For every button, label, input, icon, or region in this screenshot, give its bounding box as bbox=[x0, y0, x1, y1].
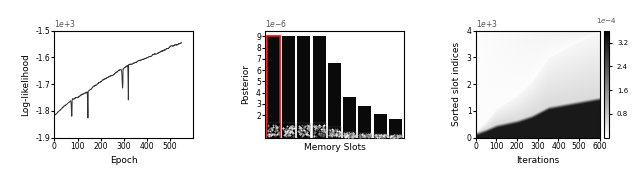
Bar bbox=[267, 123, 280, 138]
Bar bbox=[313, 123, 326, 138]
Text: $1e{+}3$: $1e{+}3$ bbox=[476, 18, 498, 29]
X-axis label: Memory Slots: Memory Slots bbox=[303, 143, 365, 152]
X-axis label: Iterations: Iterations bbox=[516, 156, 559, 165]
Bar bbox=[282, 123, 295, 138]
Text: $1e{-}4$: $1e{-}4$ bbox=[596, 16, 617, 25]
Bar bbox=[343, 97, 356, 138]
Bar bbox=[267, 36, 280, 138]
Bar bbox=[328, 127, 341, 138]
Bar bbox=[358, 106, 371, 138]
Bar bbox=[282, 36, 295, 138]
Y-axis label: Log-likelihood: Log-likelihood bbox=[21, 53, 30, 116]
Bar bbox=[313, 36, 326, 138]
Bar bbox=[328, 63, 341, 138]
Bar bbox=[298, 36, 310, 138]
Bar bbox=[267, 36, 280, 138]
Bar bbox=[389, 119, 402, 138]
Bar bbox=[358, 133, 371, 138]
Y-axis label: Posterior: Posterior bbox=[241, 64, 250, 104]
Text: $1e{+}3$: $1e{+}3$ bbox=[54, 18, 77, 29]
Bar bbox=[298, 123, 310, 138]
Bar bbox=[374, 114, 387, 138]
Bar bbox=[343, 132, 356, 138]
X-axis label: Epoch: Epoch bbox=[110, 156, 138, 165]
Bar bbox=[374, 134, 387, 138]
Y-axis label: Sorted slot indices: Sorted slot indices bbox=[452, 42, 461, 126]
Bar bbox=[389, 135, 402, 138]
Text: $1e{-}6$: $1e{-}6$ bbox=[265, 18, 287, 29]
